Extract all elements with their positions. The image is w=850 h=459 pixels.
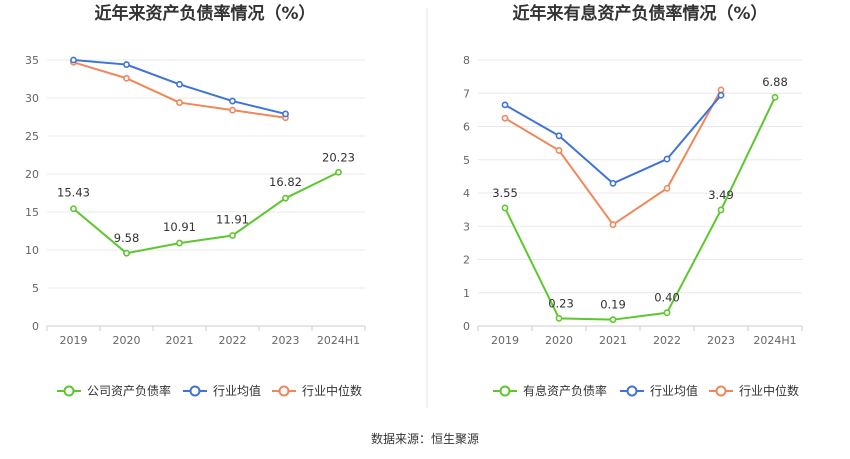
x-tick-label: 2022 (653, 334, 681, 347)
data-point (609, 316, 617, 324)
data-point (717, 91, 725, 99)
data-point (609, 179, 617, 187)
data-point (555, 314, 563, 322)
data-point (123, 249, 130, 257)
x-tick-label: 2021 (166, 334, 194, 347)
x-tick-label: 2023 (272, 334, 300, 347)
chart-title: 近年来有息资产负债率情况（%） (512, 3, 767, 24)
data-label: 11.91 (216, 212, 249, 226)
y-tick-label: 10 (25, 244, 39, 257)
data-label: 9.58 (114, 231, 140, 245)
x-tick-label: 2022 (219, 334, 247, 347)
data-label: 0.40 (654, 291, 680, 305)
legend-swatch-marker (63, 385, 75, 397)
y-tick-label: 25 (25, 130, 39, 143)
y-tick-label: 1 (463, 287, 470, 300)
y-tick-label: 0 (32, 320, 39, 333)
legend-entry: 行业中位数 (302, 383, 362, 398)
data-point (176, 99, 183, 106)
y-tick-label: 35 (25, 54, 39, 67)
data-point (229, 97, 236, 105)
y-tick-label: 5 (32, 282, 39, 295)
data-label: 0.19 (600, 298, 626, 312)
data-point (663, 184, 671, 192)
data-label: 20.23 (322, 150, 355, 164)
data-point (282, 194, 289, 202)
data-point (229, 232, 236, 239)
data-point (70, 205, 77, 213)
y-tick-label: 4 (463, 187, 470, 200)
data-point (70, 56, 77, 64)
legend-entry: 公司资产负债率 (87, 383, 171, 398)
data-label: 10.91 (163, 220, 196, 234)
data-point (717, 86, 725, 94)
x-tick-label: 2023 (707, 334, 735, 347)
data-point (717, 206, 725, 214)
data-label: 3.55 (492, 186, 518, 200)
interest-debt-ratio-chart: 近年来有息资产负债率情况（%） 0 1 2 3 4 5 6 7 8 2019 2020 2021 202… (463, 3, 803, 398)
data-point (229, 106, 236, 114)
data-point (609, 221, 617, 228)
x-tick-label: 2024H1 (753, 334, 796, 347)
series-line-2 (73, 61, 286, 119)
legend-entry: 行业均值 (213, 383, 261, 398)
data-label: 3.49 (708, 188, 734, 202)
series-line-2 (504, 89, 722, 226)
legend-swatch-marker (189, 385, 201, 397)
y-tick-label: 7 (463, 87, 470, 100)
source-label: 数据来源：恒生聚源 (371, 431, 479, 446)
data-point (663, 309, 671, 317)
y-tick-label: 3 (463, 220, 470, 233)
y-tick-label: 20 (25, 168, 39, 181)
data-label: 15.43 (57, 186, 90, 200)
legend-entry: 有息资产负债率 (523, 383, 607, 398)
legend-swatch-marker (715, 385, 727, 397)
debt-ratio-chart: 近年来资产负债率情况（%） 0 5 10 15 20 25 30 35 2019 2020 2021… (25, 3, 366, 398)
data-label: 6.88 (762, 75, 788, 89)
y-tick-label: 15 (25, 206, 39, 219)
series-line-0 (504, 96, 776, 321)
chart-title: 近年来资产负债率情况（%） (94, 3, 315, 24)
data-point (555, 132, 563, 140)
data-point (501, 101, 509, 109)
x-tick-label: 2024H1 (317, 334, 360, 347)
y-tick-label: 5 (463, 154, 470, 167)
series-line-0 (72, 171, 339, 255)
x-tick-label: 2020 (113, 334, 141, 347)
data-point (555, 147, 563, 154)
y-tick-label: 8 (463, 54, 470, 67)
data-point (335, 168, 342, 176)
legend-swatch-marker (278, 385, 290, 397)
data-point (501, 204, 509, 212)
legend-entry: 行业中位数 (739, 383, 799, 398)
data-point (123, 61, 130, 68)
data-point (282, 110, 289, 118)
series-line-1 (504, 94, 722, 185)
y-tick-label: 6 (463, 121, 470, 134)
x-tick-label: 2019 (491, 334, 519, 347)
data-label: 0.23 (548, 296, 574, 310)
data-point (663, 155, 671, 163)
x-tick-label: 2019 (60, 334, 88, 347)
data-label: 16.82 (269, 175, 302, 189)
y-tick-label: 30 (25, 92, 39, 105)
y-tick-label: 2 (463, 254, 470, 267)
legend-swatch-marker (626, 385, 638, 397)
x-tick-label: 2021 (599, 334, 627, 347)
legend-entry: 行业均值 (650, 383, 698, 398)
data-point (771, 93, 779, 101)
data-point (123, 74, 130, 82)
x-tick-label: 2020 (545, 334, 573, 347)
data-point (176, 239, 183, 247)
legend-swatch-marker (499, 385, 511, 397)
data-point (501, 114, 509, 122)
data-point (176, 80, 183, 88)
y-tick-label: 0 (463, 320, 470, 333)
